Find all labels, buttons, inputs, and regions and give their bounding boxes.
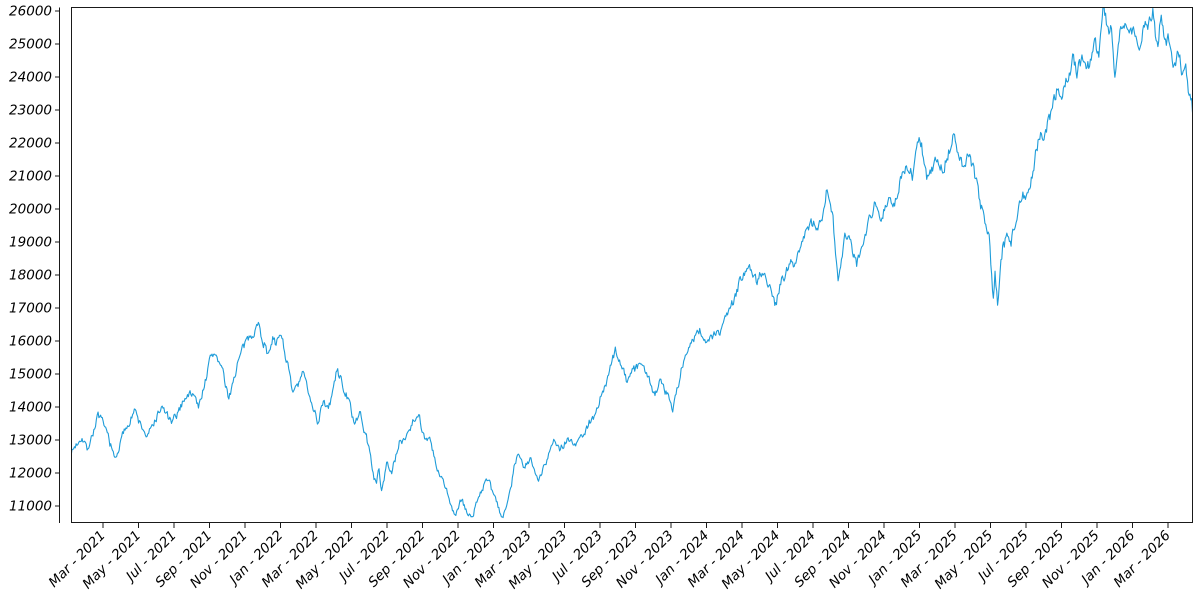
y-tick-label: 22000: [9, 136, 52, 152]
series-group: [71, 7, 1193, 519]
y-tick-label: 15000: [9, 367, 52, 383]
plot-border: [71, 7, 1193, 523]
y-tick-label: 13000: [9, 433, 52, 449]
y-tick-label: 11000: [9, 499, 52, 515]
y-tick-label: 17000: [9, 301, 52, 317]
y-tick-label: 23000: [9, 103, 52, 119]
y-tick-label: 24000: [9, 70, 52, 86]
y-tick-label: 19000: [9, 235, 52, 251]
axes-group: 11000 12000 13000 14000 15000 16000 17000 18000…: [9, 4, 1193, 592]
y-tick-label: 21000: [9, 169, 52, 185]
y-tick-label: 18000: [9, 268, 52, 284]
y-tick-label: 25000: [9, 37, 52, 53]
y-tick-label: 20000: [9, 202, 52, 218]
y-tick-label: 14000: [9, 400, 52, 416]
y-tick-label: 16000: [9, 334, 52, 350]
y-tick-label: 12000: [9, 466, 52, 482]
series-line: [71, 7, 1193, 519]
y-tick-label: 26000: [9, 4, 52, 20]
